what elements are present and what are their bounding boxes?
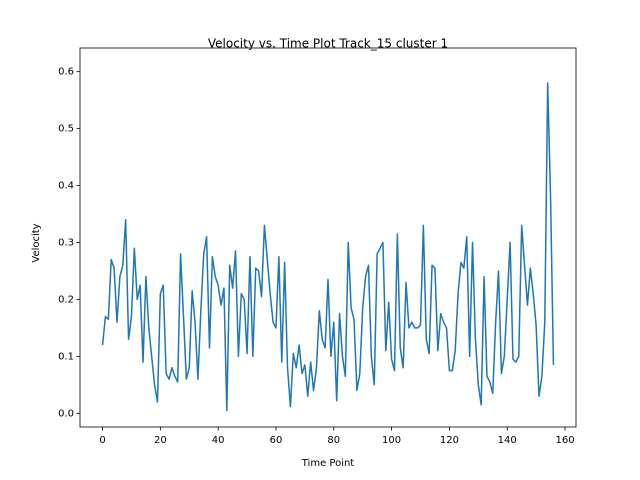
chart-title: Velocity vs. Time Plot Track_15 cluster … xyxy=(208,37,448,51)
x-tick-label: 0 xyxy=(99,435,105,446)
axes-frame xyxy=(79,47,577,428)
y-tick-label: 0.5 xyxy=(58,124,74,135)
x-tick-label: 120 xyxy=(440,435,459,446)
y-tick-label: 0.6 xyxy=(58,67,74,78)
x-tick-label: 60 xyxy=(270,435,283,446)
x-tick-label: 160 xyxy=(555,435,574,446)
x-tick-label: 80 xyxy=(327,435,340,446)
x-tick-label: 40 xyxy=(212,435,225,446)
data-line xyxy=(101,82,555,412)
y-tick-label: 0.3 xyxy=(58,238,74,249)
y-tick-label: 0.1 xyxy=(58,351,74,362)
x-tick-label: 100 xyxy=(382,435,401,446)
y-tick-label: 0.2 xyxy=(58,294,74,305)
y-tick-label: 0.4 xyxy=(58,181,74,192)
y-tick-label: 0.0 xyxy=(58,408,74,419)
x-axis-label: Time Point xyxy=(301,458,355,469)
y-axis-label: Velocity xyxy=(31,223,42,262)
x-tick-label: 20 xyxy=(154,435,167,446)
x-tick-label: 140 xyxy=(498,435,517,446)
